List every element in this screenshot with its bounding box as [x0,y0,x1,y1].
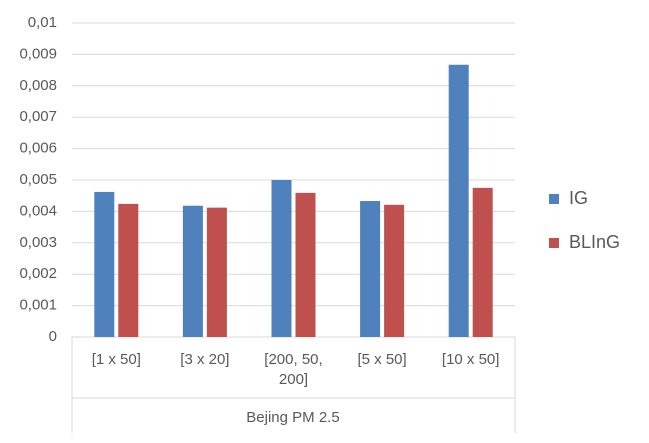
bar [182,205,203,337]
y-tick-label: 0,001 [19,297,57,314]
y-tick-label: 0,008 [19,77,57,94]
x-tick-label: [3 x 20] [180,351,230,368]
legend-label: BLInG [569,232,620,252]
bar [94,191,115,337]
legend-swatch [549,238,559,248]
bar [384,204,405,337]
bar [206,207,227,337]
bar [472,187,493,337]
y-tick-label: 0,01 [28,14,57,31]
y-tick-label: 0,005 [19,171,57,188]
bar [448,64,469,338]
x-tick-label: [5 x 50] [357,351,407,368]
bar [360,201,381,337]
y-tick-label: 0,009 [19,45,57,62]
bar [271,180,292,337]
x-tick-label: [200, 50, 200] [264,351,323,388]
legend-label: IG [569,188,588,208]
bar [295,192,316,337]
group-label: Bejing PM 2.5 [246,409,339,426]
bar [118,203,139,337]
y-tick-label: 0,006 [19,140,57,157]
y-tick-label: 0,002 [19,265,57,282]
legend-swatch [549,194,559,204]
x-tick-label: [1 x 50] [91,351,141,368]
x-tick-label: [10 x 50] [441,351,500,368]
y-tick-label: 0,004 [19,202,57,219]
y-tick-label: 0 [49,328,57,345]
y-tick-label: 0,003 [19,234,57,251]
y-tick-label: 0,007 [19,108,57,125]
